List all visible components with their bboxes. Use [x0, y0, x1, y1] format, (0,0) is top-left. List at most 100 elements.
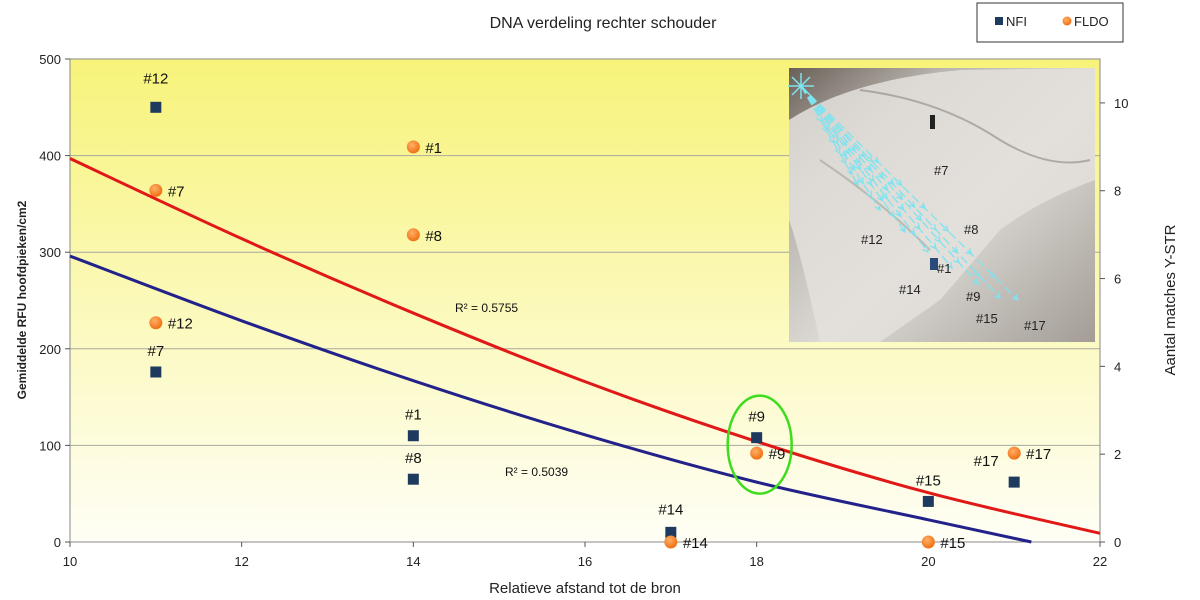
spray-arrow-line [800, 85, 1001, 299]
photo-label-15: #15 [976, 311, 998, 326]
point-nfi [150, 101, 162, 113]
point-nfi [922, 495, 934, 507]
y-tick-label: 0 [54, 535, 61, 550]
point-label-nfi: #9 [748, 409, 765, 426]
spray-arrow-head [843, 147, 851, 155]
spray-arrow-head [849, 164, 856, 172]
point-label-nfi: #1 [405, 407, 422, 424]
spray-arrow-head [866, 190, 873, 198]
y2-tick-label: 2 [1114, 447, 1121, 462]
spray-arrow-head [846, 168, 853, 176]
point-fldo [149, 183, 163, 197]
spray-arrow-head [840, 157, 847, 166]
photo-label-9: #9 [966, 289, 980, 304]
point-label-nfi: #7 [147, 343, 164, 360]
spray-arrow-line [800, 85, 929, 253]
spray-arrow-head [965, 248, 973, 256]
y-tick-label: 200 [39, 342, 61, 357]
point-label-fldo: #1 [425, 140, 442, 157]
trendline-nfi [69, 254, 1032, 544]
spray-arrow-head [849, 145, 856, 153]
point-fldo [149, 316, 163, 330]
spray-arrow-head [946, 262, 953, 270]
spray-arrow-head [922, 245, 929, 254]
highlight-ellipse-shape [726, 394, 793, 495]
x-tick-label: 18 [749, 554, 763, 569]
trendlines [69, 157, 1101, 544]
point-label-fldo: #17 [1026, 446, 1051, 463]
y-tick-label: 300 [39, 245, 61, 260]
spray-arrow-head [865, 179, 873, 187]
point-nfi [150, 366, 162, 378]
point-label-nfi: #12 [143, 70, 168, 87]
spray-arrow-line [800, 85, 953, 269]
spray-arrow-head [881, 192, 889, 200]
spray-arrows [800, 85, 1020, 302]
spray-arrow-head [953, 256, 960, 264]
point-fldo [921, 535, 935, 549]
point-nfi [665, 526, 677, 538]
point-label-fldo: #12 [168, 316, 193, 333]
spray-arrow-head [913, 223, 921, 231]
y2-tick-label: 6 [1114, 272, 1121, 287]
spray-arrow-head [908, 228, 916, 236]
inset-photo: #7 #8 #12 #1 #14 #9 #15 #17 [788, 68, 1095, 342]
spray-arrow-head [828, 136, 835, 144]
highlight-ellipse [726, 394, 793, 495]
spray-arrow-head [887, 178, 895, 186]
y2-tick-label: 4 [1114, 359, 1121, 374]
trendline-fldo [69, 157, 1101, 535]
spray-arrow-head [994, 292, 1001, 300]
spray-arrow-head [988, 271, 996, 279]
spray-arrow-head [919, 202, 927, 210]
spray-arrow-head [895, 210, 902, 218]
y2-tick-label: 8 [1114, 184, 1121, 199]
spray-arrow-head [854, 163, 862, 171]
spray-source-icon [788, 73, 814, 99]
spray-arrow-head [857, 177, 864, 185]
point-label-nfi: #14 [658, 501, 683, 518]
x-tick-label: 16 [578, 554, 592, 569]
point-label-nfi: #17 [974, 453, 999, 470]
x-tick-label: 22 [1093, 554, 1107, 569]
photo-label-7: #7 [934, 163, 948, 178]
y-tick-label: 100 [39, 438, 61, 453]
point-label-fldo: #8 [425, 228, 442, 245]
x-tick-label: 12 [234, 554, 248, 569]
point-label-fldo: #7 [168, 183, 185, 200]
spray-arrow-head [930, 223, 938, 231]
x-tick-label: 10 [63, 554, 77, 569]
point-fldo [750, 446, 764, 460]
spray-arrow-line [800, 85, 906, 233]
r2-label-fldo: R² = 0.5755 [455, 301, 518, 315]
spray-arrow-line [800, 85, 1019, 301]
photo-label-1: #1 [937, 261, 951, 276]
spray-arrow-head [972, 269, 980, 277]
spray-arrow-head [934, 235, 942, 243]
photo-label-17: #17 [1024, 318, 1046, 333]
spray-arrow-head [866, 155, 874, 163]
point-nfi [407, 430, 419, 442]
point-label-nfi: #8 [405, 450, 422, 467]
spray-arrow-head [897, 203, 905, 211]
spray-arrow-head [834, 147, 841, 155]
data-points: #12#7#1#8#14#9#15#17#1#7#8#12#9 #17#14 #15 [143, 70, 1051, 552]
spray-arrow-head [877, 171, 885, 179]
x-axis-title: Relatieve afstand tot de bron [489, 580, 681, 597]
point-fldo [1007, 446, 1021, 460]
spray-arrow-head [840, 139, 848, 147]
point-fldo [664, 535, 678, 549]
spray-arrow-head [942, 225, 950, 233]
legend-marker-fldo [1062, 16, 1072, 26]
spray-arrow-head [915, 214, 923, 222]
spray-arrow-head [1012, 294, 1020, 302]
x-tick-label: 14 [406, 554, 420, 569]
point-nfi [407, 473, 419, 485]
spray-arrow-head [896, 193, 904, 201]
spray-arrow-head [899, 225, 906, 234]
legend-marker-nfi [995, 17, 1003, 25]
spray-arrow-head [865, 164, 873, 172]
y-axis-title: Gemiddelde RFU hoofdpieken/cm2 [15, 200, 29, 399]
r2-label-nfi: R² = 0.5039 [505, 465, 568, 479]
